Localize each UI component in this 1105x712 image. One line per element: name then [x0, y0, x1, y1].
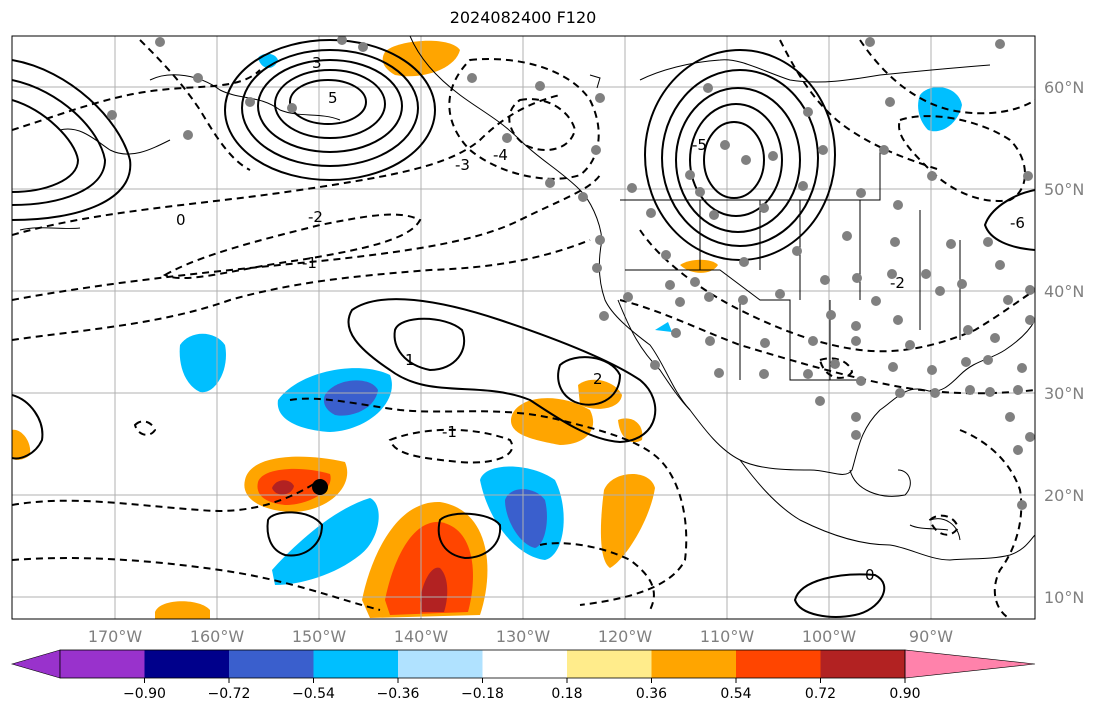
lat-label: 60°N	[1044, 78, 1084, 97]
station-dots	[107, 36, 1035, 510]
lon-label: 170°W	[88, 627, 143, 646]
colorbar-tick-label: −0.36	[377, 686, 420, 702]
contour-label: -4	[493, 146, 508, 164]
colorbar-segment	[482, 650, 567, 678]
warm-anomaly	[12, 429, 31, 460]
lat-label: 50°N	[1044, 180, 1084, 199]
colorbar-high-extend	[904, 649, 1036, 679]
colorbar-low-extend	[10, 649, 61, 679]
colorbar-tick-label: −0.72	[208, 686, 251, 702]
colorbar-tick-label: −0.90	[123, 686, 166, 702]
lon-label: 130°W	[496, 627, 551, 646]
colorbar-segment	[398, 650, 483, 678]
cool-anomaly	[272, 498, 379, 585]
colorbar-segment	[567, 650, 652, 678]
contour-labels: 3 5 -4 0 -2 -1 1 2 -3 -5 -6 -2 -1 0	[176, 54, 1025, 584]
colorbar-segment	[820, 650, 905, 678]
blue-anomaly	[505, 489, 547, 548]
lon-label: 90°W	[909, 627, 953, 646]
shaded-anomalies	[12, 40, 962, 619]
colorbar-segment	[651, 650, 736, 678]
colorbar-tick-label: 0.54	[720, 686, 751, 702]
lat-label: 30°N	[1044, 384, 1084, 403]
cool-anomaly	[918, 87, 962, 132]
colorbar-segment	[144, 650, 229, 678]
gridlines	[12, 36, 1035, 619]
lon-label: 160°W	[190, 627, 245, 646]
contour-label: -1	[442, 423, 457, 441]
lat-label: 20°N	[1044, 486, 1084, 505]
warm-anomaly	[155, 601, 210, 619]
contour-label: -1	[302, 254, 317, 272]
colorbar-tick-label: 0.90	[889, 686, 920, 702]
warm-anomaly	[510, 398, 594, 445]
colorbar-tick-label: 0.72	[805, 686, 836, 702]
map-title: 2024082400 F120	[449, 8, 597, 27]
longitude-labels: 170°W 160°W 150°W 140°W 130°W 120°W 110°…	[88, 627, 953, 646]
colorbar-tick-label: 0.36	[636, 686, 667, 702]
storm-center-marker	[312, 479, 328, 495]
dark-red-anomaly	[420, 567, 448, 612]
colorbar-segment	[313, 650, 398, 678]
colorbar-segment	[229, 650, 314, 678]
lon-label: 110°W	[700, 627, 755, 646]
colorbar: −0.90 −0.72 −0.54 −0.36 −0.18 0.18 0.36 …	[10, 649, 1036, 702]
contour-label: 3	[312, 54, 322, 72]
hot-anomaly	[257, 468, 331, 505]
hot-anomaly	[385, 521, 473, 615]
latitude-labels: 60°N 50°N 40°N 30°N 20°N 10°N	[1044, 78, 1084, 607]
cool-anomaly	[655, 322, 672, 332]
lon-label: 100°W	[802, 627, 857, 646]
colorbar-tick-label: 0.18	[551, 686, 582, 702]
lon-label: 140°W	[394, 627, 449, 646]
contour-label: 5	[328, 89, 338, 107]
colorbar-tick-label: −0.54	[292, 686, 335, 702]
contour-label: -2	[308, 208, 323, 226]
lon-label: 120°W	[598, 627, 653, 646]
colorbar-segment	[736, 650, 821, 678]
blue-anomaly	[323, 380, 378, 416]
colorbar-tick-label: −0.18	[461, 686, 504, 702]
contour-label: 2	[593, 370, 603, 388]
colorbar-segment	[60, 650, 145, 678]
lat-label: 40°N	[1044, 282, 1084, 301]
cool-anomaly	[179, 333, 226, 393]
lat-label: 10°N	[1044, 588, 1084, 607]
warm-anomaly	[680, 259, 718, 273]
warm-anomaly	[578, 379, 622, 409]
lon-label: 150°W	[292, 627, 347, 646]
contour-label: 0	[865, 566, 875, 584]
warm-anomaly	[618, 418, 643, 443]
solid-contours	[12, 39, 1035, 618]
colorbar-ticks: −0.90 −0.72 −0.54 −0.36 −0.18 0.18 0.36 …	[123, 678, 921, 702]
contour-label: -6	[1010, 214, 1025, 232]
map-frame	[11, 35, 1036, 620]
dark-red-anomaly	[272, 480, 294, 495]
contour-label: -3	[455, 156, 470, 174]
contour-label: 1	[405, 351, 415, 369]
warm-anomaly	[600, 473, 655, 568]
contour-label: -5	[692, 136, 707, 154]
contour-label: 0	[176, 211, 186, 229]
